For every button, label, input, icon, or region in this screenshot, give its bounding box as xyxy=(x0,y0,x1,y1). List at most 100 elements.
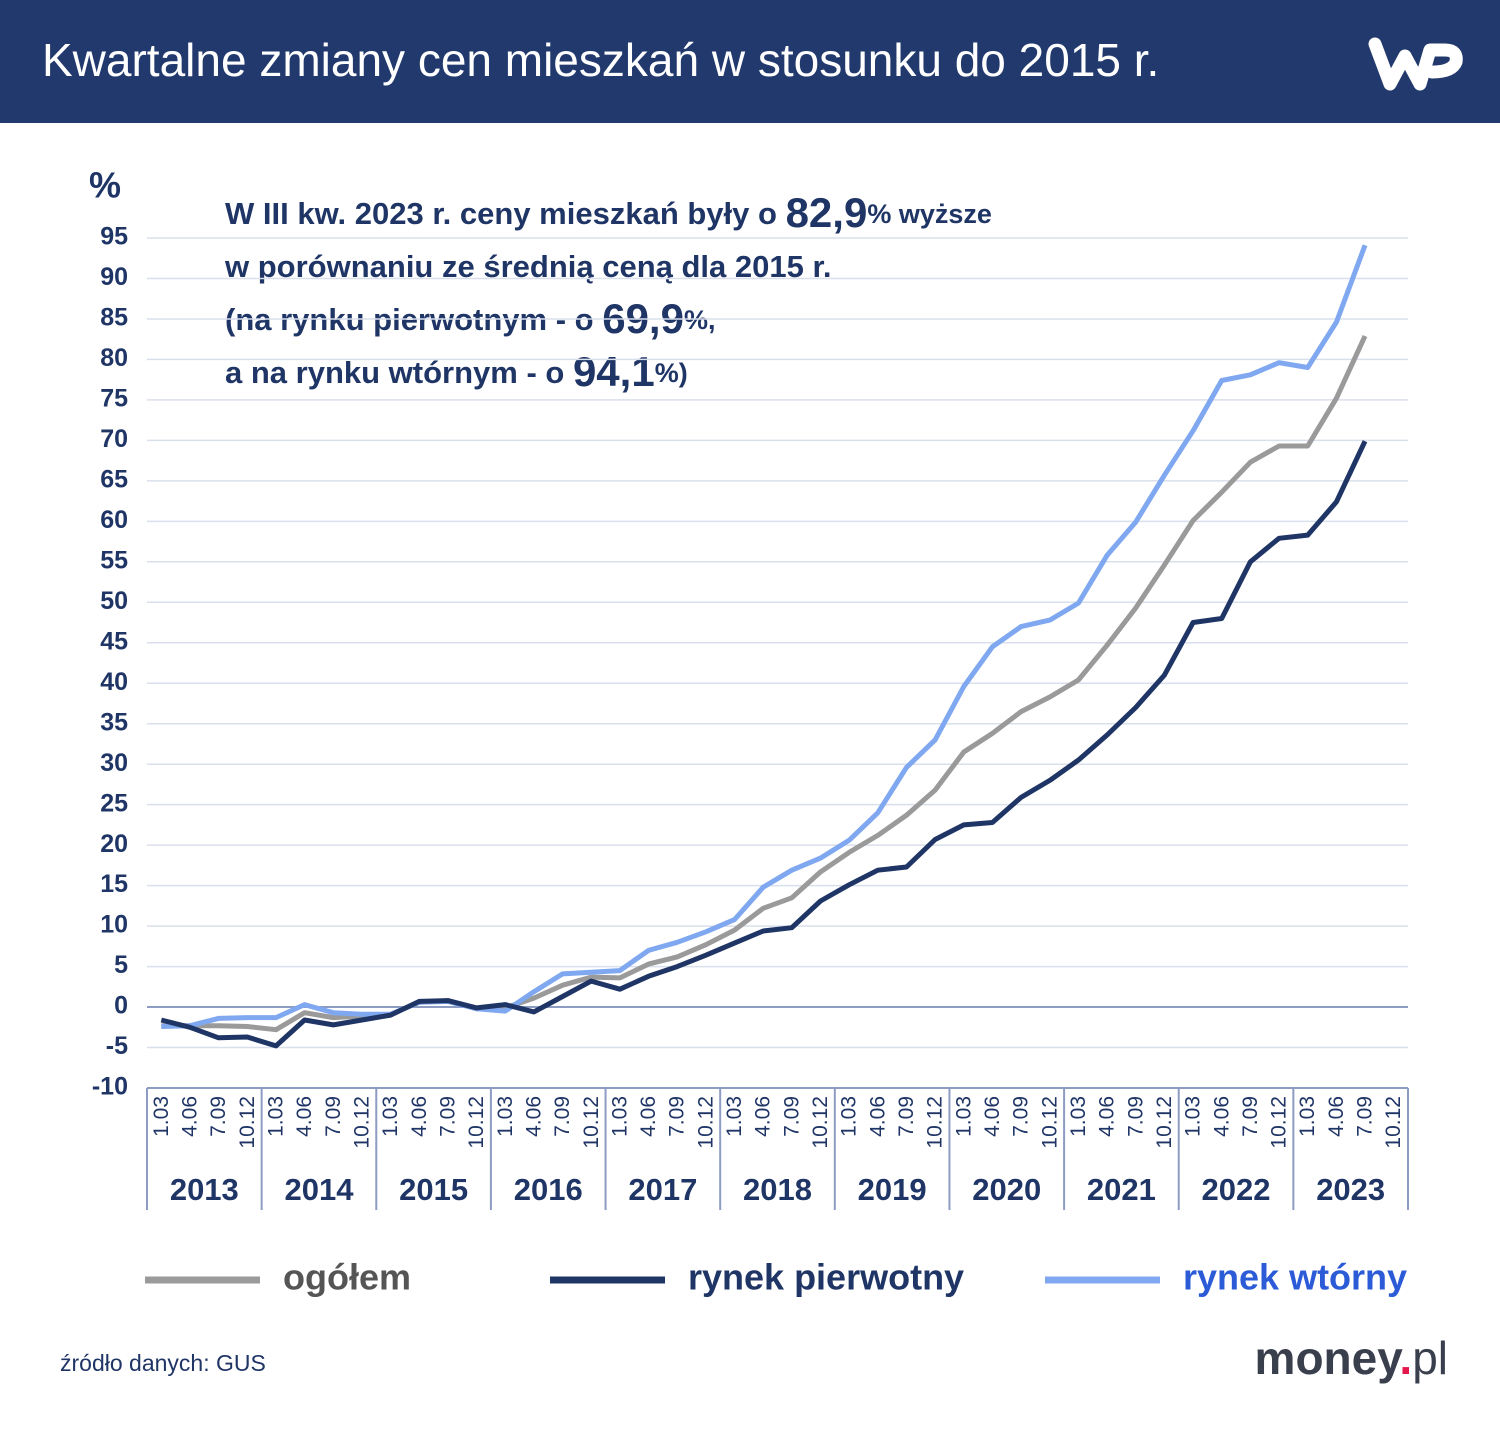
annotation-part: W III kw. 2023 r. ceny mieszkań były o xyxy=(225,196,786,231)
annotation-line: W III kw. 2023 r. ceny mieszkań były o 8… xyxy=(225,189,992,236)
annotation-part: a na rynku wtórnym - o xyxy=(225,355,573,390)
x-tick-label: 7.09 xyxy=(666,1096,689,1137)
x-tick-label: 7.09 xyxy=(1354,1096,1377,1137)
y-tick-label: 95 xyxy=(100,223,128,251)
x-tick-label: 4.06 xyxy=(1210,1096,1233,1137)
x-tick-label: 1.03 xyxy=(1296,1096,1319,1137)
y-tick-label: 35 xyxy=(100,708,128,736)
brand-part: money xyxy=(1255,1332,1404,1384)
y-tick-label: 60 xyxy=(100,506,128,534)
annotation-line: a na rynku wtórnym - o 94,1%) xyxy=(225,348,688,395)
brand-part: . xyxy=(1399,1332,1412,1384)
year-label: 2014 xyxy=(284,1172,354,1207)
x-tick-label: 10.12 xyxy=(924,1096,947,1149)
x-tick-label: 1.03 xyxy=(608,1096,631,1137)
x-tick-label: 1.03 xyxy=(265,1096,288,1137)
annotation-part: 94,1 xyxy=(573,348,655,395)
y-tick-label: 90 xyxy=(100,263,128,291)
year-label: 2023 xyxy=(1316,1172,1385,1207)
y-tick-label: 5 xyxy=(114,951,128,979)
x-tick-label: 7.09 xyxy=(207,1096,230,1137)
x-tick-label: 4.06 xyxy=(981,1096,1004,1137)
x-tick-label: 4.06 xyxy=(179,1096,202,1137)
year-label: 2013 xyxy=(170,1172,239,1207)
y-tick-label: 25 xyxy=(100,789,128,817)
x-tick-label: 7.09 xyxy=(1239,1096,1262,1137)
x-tick-label: 1.03 xyxy=(150,1096,173,1137)
x-tick-label: 4.06 xyxy=(522,1096,545,1137)
x-tick-label: 10.12 xyxy=(465,1096,488,1149)
y-tick-label: 45 xyxy=(100,627,128,655)
x-tick-label: 1.03 xyxy=(379,1096,402,1137)
y-tick-label: 20 xyxy=(100,830,128,858)
x-tick-label: 10.12 xyxy=(350,1096,373,1149)
x-tick-label: 1.03 xyxy=(494,1096,517,1137)
y-tick-label: 75 xyxy=(100,385,128,413)
series-line xyxy=(161,244,1368,1029)
year-label: 2015 xyxy=(399,1172,468,1207)
x-tick-label: 7.09 xyxy=(895,1096,918,1137)
x-axis: 1.03 4.06 7.09 10.12 1.03 4.06 7.09 10.12 1.03 4.… xyxy=(146,1087,1409,1210)
source: źródło danych: GUS xyxy=(60,1350,266,1376)
brand: money.pl xyxy=(1255,1332,1448,1384)
x-tick-label: 7.09 xyxy=(1124,1096,1147,1137)
x-tick-label: 7.09 xyxy=(551,1096,574,1137)
chart-title: Kwartalne zmiany cen mieszkań w stosunku… xyxy=(42,34,1159,86)
year-label: 2022 xyxy=(1202,1172,1271,1207)
x-tick-label: 1.03 xyxy=(838,1096,861,1137)
y-tick-label: 0 xyxy=(114,992,128,1020)
year-label: 2020 xyxy=(972,1172,1041,1207)
x-tick-label: 1.03 xyxy=(952,1096,975,1137)
x-tick-label: 7.09 xyxy=(780,1096,803,1137)
x-tick-label: 4.06 xyxy=(293,1096,316,1137)
year-label: 2019 xyxy=(858,1172,927,1207)
x-tick-label: 4.06 xyxy=(752,1096,775,1137)
header-band xyxy=(0,0,1500,123)
year-label: 2016 xyxy=(514,1172,583,1207)
x-tick-label: 10.12 xyxy=(694,1096,717,1149)
annotation: W III kw. 2023 r. ceny mieszkań były o 8… xyxy=(224,189,992,395)
y-tick-label: -5 xyxy=(106,1032,128,1060)
legend-label: ogółem xyxy=(283,1257,411,1298)
x-tick-label: 10.12 xyxy=(580,1096,603,1149)
annotation-part: %) xyxy=(655,358,688,388)
annotation-part: 82,9 xyxy=(786,189,868,236)
x-tick-label: 10.12 xyxy=(809,1096,832,1149)
y-tick-label: 70 xyxy=(100,425,128,453)
annotation-part: % wyższe xyxy=(867,199,992,229)
legend: ogółem rynek pierwotny rynek wtórny xyxy=(145,1257,1407,1298)
y-unit: % xyxy=(89,165,121,206)
y-tick-label: 55 xyxy=(100,546,128,574)
year-label: 2021 xyxy=(1087,1172,1156,1207)
legend-label: rynek pierwotny xyxy=(688,1257,964,1298)
x-tick-label: 4.06 xyxy=(1096,1096,1119,1137)
x-tick-label: 4.06 xyxy=(866,1096,889,1137)
x-tick-label: 10.12 xyxy=(1153,1096,1176,1149)
y-tick-label: 30 xyxy=(100,749,128,777)
x-tick-label: 10.12 xyxy=(236,1096,259,1149)
x-tick-label: 7.09 xyxy=(322,1096,345,1137)
y-tick-label: 15 xyxy=(100,870,128,898)
wp-logo xyxy=(1368,37,1463,91)
y-tick-label: 40 xyxy=(100,668,128,696)
annotation-part: %, xyxy=(684,305,716,335)
x-tick-label: 1.03 xyxy=(1067,1096,1090,1137)
y-tick-label: 10 xyxy=(100,911,128,939)
x-tick-label: 1.03 xyxy=(1182,1096,1205,1137)
y-tick-label: 65 xyxy=(100,465,128,493)
y-tick-label: -10 xyxy=(92,1073,128,1101)
x-tick-label: 4.06 xyxy=(408,1096,431,1137)
y-tick-label: 50 xyxy=(100,587,128,615)
y-tick-label: 80 xyxy=(100,344,128,372)
x-tick-label: 4.06 xyxy=(1325,1096,1348,1137)
grid: -10 -5 0 5 10 15 20 25 30 35 40 45 50 55 60 65 70 75 80 85 9… xyxy=(92,223,1408,1101)
legend-label: rynek wtórny xyxy=(1183,1257,1407,1298)
year-label: 2017 xyxy=(628,1172,697,1207)
x-tick-label: 4.06 xyxy=(637,1096,660,1137)
x-tick-label: 10.12 xyxy=(1382,1096,1405,1149)
lines xyxy=(160,244,1368,1049)
x-tick-label: 1.03 xyxy=(723,1096,746,1137)
x-tick-label: 7.09 xyxy=(436,1096,459,1137)
x-tick-label: 10.12 xyxy=(1038,1096,1061,1149)
